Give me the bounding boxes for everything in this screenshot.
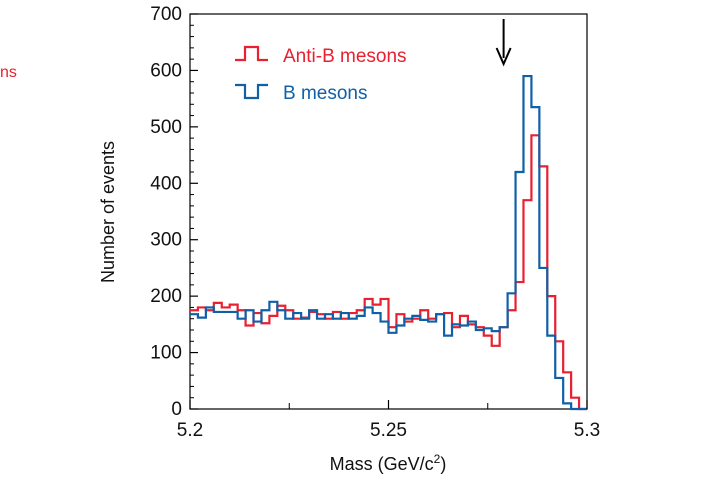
y-tick-label: 600 <box>150 60 182 81</box>
axes-layer: 0 100 200 300 400 500 600 700 5.2 5.25 5.3 <box>150 4 600 441</box>
legend-anti-b-symbol <box>235 45 268 62</box>
x-axis-title: Mass (GeV/c2) <box>330 452 447 474</box>
clipped-legend-text: ns <box>0 64 17 81</box>
histogram-series-layer <box>190 74 587 411</box>
legend-b-symbol <box>235 83 268 100</box>
x-axis-title-main: Mass (GeV/c <box>330 454 434 474</box>
legend: Anti-B mesons B mesons <box>235 45 407 104</box>
x-axis-title-close: ) <box>440 454 446 474</box>
legend-b-label: B mesons <box>283 83 367 104</box>
legend-anti-b-label: Anti-B mesons <box>283 46 407 67</box>
y-tick-label: 100 <box>150 343 182 364</box>
y-tick-label: 500 <box>150 117 182 138</box>
x-axis-title-superscript: 2 <box>434 452 441 466</box>
anti-b-mesons-histogram <box>190 134 587 411</box>
peak-arrow <box>495 19 512 67</box>
x-tick-label: 5.3 <box>574 420 600 441</box>
peak-arrow-head <box>495 47 512 67</box>
y-axis-title: Number of events <box>98 141 118 283</box>
y-tick-label: 0 <box>171 399 182 420</box>
y-tick-label: 200 <box>150 286 182 307</box>
x-tick-label: 5.2 <box>177 420 203 441</box>
y-tick-label: 300 <box>150 230 182 251</box>
plot-frame <box>189 13 588 410</box>
b-mesons-histogram <box>190 74 587 411</box>
x-tick-label: 5.25 <box>370 420 407 441</box>
y-tick-label: 400 <box>150 173 182 194</box>
y-tick-label: 700 <box>150 4 182 25</box>
